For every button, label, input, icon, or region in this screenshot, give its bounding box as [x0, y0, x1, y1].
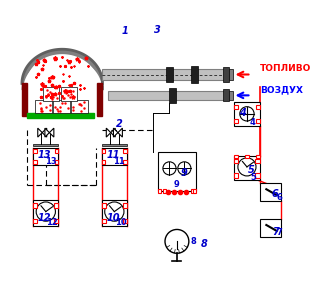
Circle shape: [165, 229, 189, 253]
Text: 13: 13: [45, 157, 57, 166]
Polygon shape: [106, 128, 111, 137]
Text: 7: 7: [272, 227, 279, 238]
Bar: [193, 189, 196, 193]
Bar: [102, 69, 225, 80]
Bar: [35, 100, 52, 113]
Bar: [33, 160, 37, 164]
Bar: [33, 203, 37, 207]
Text: 6: 6: [272, 189, 279, 199]
Bar: [55, 149, 58, 153]
Bar: [229, 91, 233, 100]
Bar: [234, 159, 239, 163]
Text: 8: 8: [200, 239, 207, 249]
Bar: [234, 156, 260, 180]
Bar: [33, 149, 37, 153]
Bar: [234, 119, 238, 123]
Circle shape: [238, 158, 256, 176]
Bar: [123, 160, 127, 164]
Text: 5: 5: [250, 173, 256, 182]
Text: 2: 2: [115, 119, 122, 129]
Bar: [123, 219, 127, 223]
Bar: [163, 189, 167, 193]
Polygon shape: [38, 128, 42, 137]
Bar: [33, 219, 37, 223]
Bar: [157, 152, 196, 191]
Circle shape: [36, 202, 55, 221]
Bar: [234, 173, 239, 178]
Bar: [54, 219, 58, 223]
Bar: [260, 219, 281, 237]
Text: 11: 11: [106, 150, 119, 160]
Bar: [234, 102, 260, 126]
Bar: [55, 160, 58, 164]
Text: ВОЗДУХ: ВОЗДУХ: [260, 85, 303, 94]
Bar: [191, 66, 198, 83]
Bar: [245, 154, 249, 159]
Polygon shape: [45, 128, 50, 137]
Text: 12: 12: [46, 218, 58, 227]
Circle shape: [105, 202, 124, 221]
Bar: [255, 159, 260, 163]
Bar: [223, 67, 229, 82]
Bar: [22, 83, 27, 116]
Bar: [27, 113, 94, 118]
Bar: [53, 100, 70, 113]
Bar: [102, 149, 105, 153]
Bar: [234, 154, 238, 159]
Polygon shape: [42, 128, 47, 137]
Text: ТОПЛИВО: ТОПЛИВО: [260, 64, 312, 73]
Bar: [102, 148, 127, 165]
Bar: [43, 87, 59, 101]
Text: 9: 9: [181, 168, 188, 178]
Bar: [33, 144, 58, 146]
Bar: [71, 100, 87, 113]
Text: 12: 12: [38, 212, 51, 223]
Text: 5: 5: [248, 165, 255, 175]
Bar: [102, 144, 127, 146]
Text: 4: 4: [249, 118, 255, 128]
Text: 10: 10: [106, 212, 119, 223]
Bar: [256, 119, 260, 123]
Text: 6: 6: [277, 193, 282, 202]
Bar: [102, 219, 106, 223]
Bar: [223, 89, 229, 101]
Bar: [256, 105, 260, 108]
Bar: [33, 148, 58, 165]
Text: 7: 7: [277, 229, 282, 238]
Text: 3: 3: [154, 25, 161, 35]
Bar: [97, 83, 102, 116]
Bar: [234, 105, 238, 108]
Text: 1: 1: [121, 26, 128, 36]
Bar: [255, 173, 260, 178]
Bar: [169, 88, 176, 103]
Polygon shape: [118, 128, 122, 137]
Text: 11: 11: [114, 157, 125, 166]
Text: 13: 13: [38, 150, 51, 160]
Bar: [260, 183, 281, 201]
Text: 10: 10: [115, 218, 126, 227]
Polygon shape: [111, 128, 115, 137]
Polygon shape: [114, 128, 118, 137]
Text: 4: 4: [239, 108, 246, 118]
Polygon shape: [50, 128, 54, 137]
Text: 9: 9: [174, 180, 180, 190]
Polygon shape: [27, 55, 97, 83]
Bar: [166, 67, 173, 82]
Bar: [123, 203, 127, 207]
Bar: [123, 149, 127, 153]
Bar: [157, 189, 161, 193]
Bar: [102, 203, 106, 207]
Bar: [191, 189, 194, 193]
Text: 8: 8: [190, 238, 196, 246]
Bar: [256, 154, 260, 159]
Bar: [229, 69, 233, 80]
Bar: [102, 160, 105, 164]
Bar: [102, 201, 127, 226]
Bar: [61, 87, 77, 101]
Bar: [33, 201, 58, 226]
Bar: [54, 203, 58, 207]
Bar: [108, 91, 225, 100]
